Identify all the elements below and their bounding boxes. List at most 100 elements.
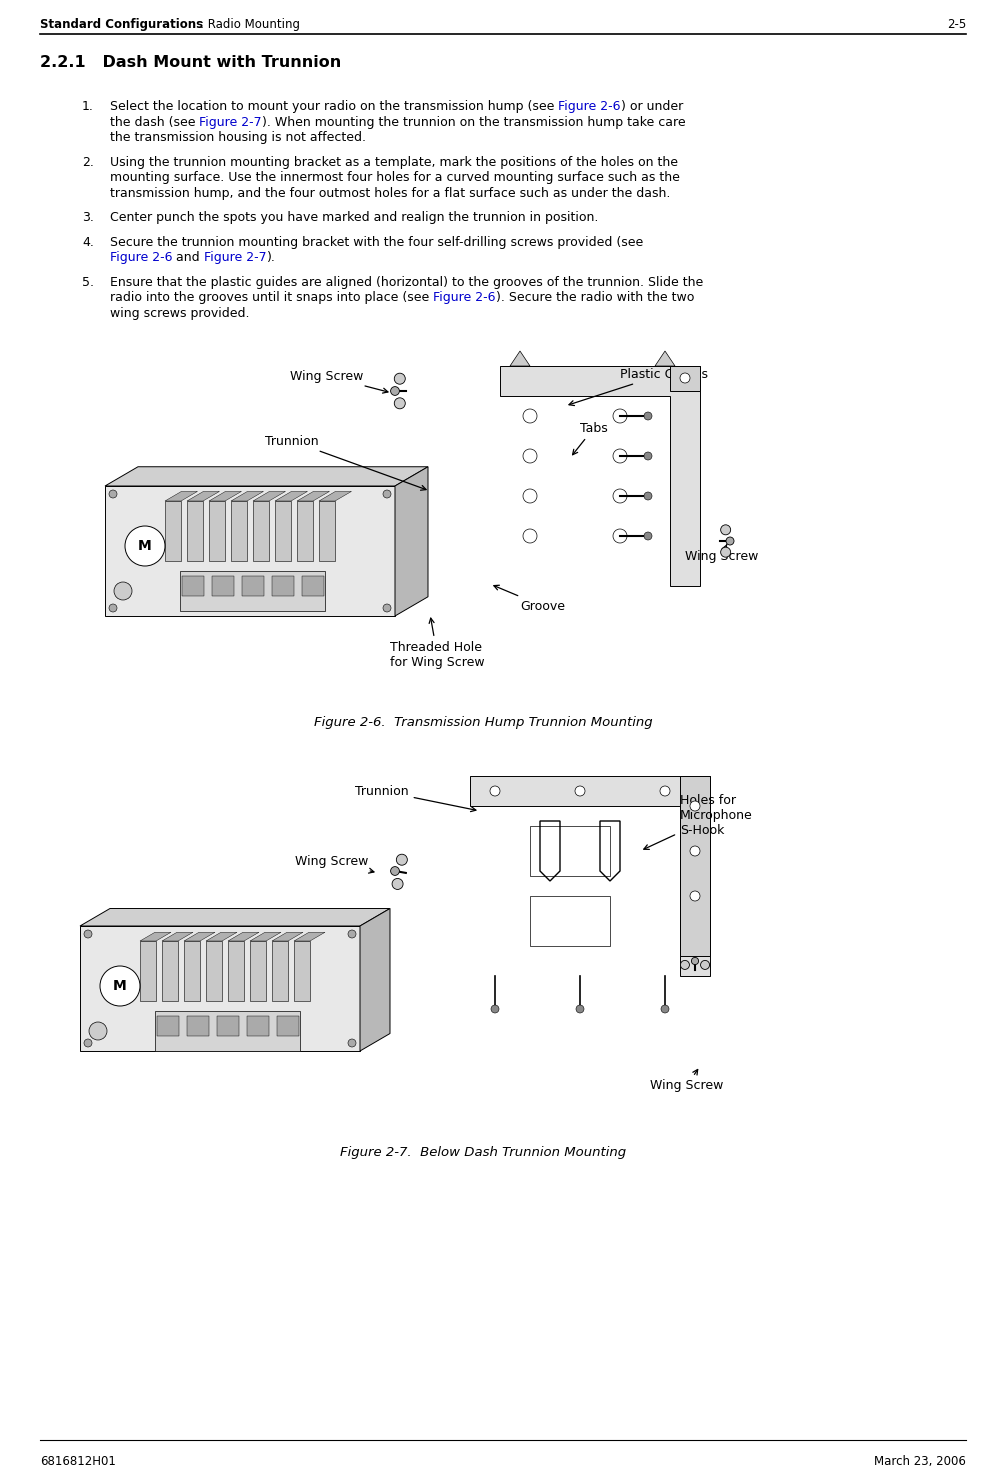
Circle shape bbox=[644, 412, 652, 421]
Polygon shape bbox=[180, 571, 325, 610]
Text: the dash (see: the dash (see bbox=[110, 116, 199, 128]
Circle shape bbox=[523, 449, 537, 463]
Circle shape bbox=[348, 930, 356, 938]
Text: Figure 2-7: Figure 2-7 bbox=[199, 116, 263, 128]
Circle shape bbox=[680, 961, 689, 969]
Circle shape bbox=[576, 1005, 584, 1014]
Polygon shape bbox=[187, 1016, 209, 1036]
Circle shape bbox=[660, 786, 670, 796]
Polygon shape bbox=[140, 941, 156, 1000]
Polygon shape bbox=[162, 933, 193, 941]
Polygon shape bbox=[253, 502, 269, 560]
Text: 2.2.1   Dash Mount with Trunnion: 2.2.1 Dash Mount with Trunnion bbox=[40, 54, 341, 71]
Polygon shape bbox=[228, 933, 259, 941]
Polygon shape bbox=[655, 352, 675, 366]
Circle shape bbox=[690, 891, 700, 902]
Circle shape bbox=[720, 547, 730, 558]
Circle shape bbox=[83, 1039, 92, 1047]
Circle shape bbox=[575, 786, 585, 796]
Text: Plastic Guides: Plastic Guides bbox=[569, 368, 708, 406]
Polygon shape bbox=[297, 502, 313, 560]
Text: Groove: Groove bbox=[494, 585, 565, 612]
Text: Standard Configurations: Standard Configurations bbox=[40, 18, 203, 31]
Polygon shape bbox=[510, 352, 530, 366]
Text: 1.: 1. bbox=[82, 100, 94, 113]
Text: transmission hump, and the four outmost holes for a flat surface such as under t: transmission hump, and the four outmost … bbox=[110, 187, 670, 200]
Polygon shape bbox=[500, 366, 700, 585]
Circle shape bbox=[83, 930, 92, 938]
Circle shape bbox=[390, 866, 399, 875]
Polygon shape bbox=[206, 941, 222, 1000]
Polygon shape bbox=[231, 502, 247, 560]
Circle shape bbox=[523, 530, 537, 543]
Circle shape bbox=[383, 490, 391, 499]
Polygon shape bbox=[253, 491, 286, 502]
Text: and: and bbox=[172, 252, 204, 263]
Circle shape bbox=[613, 449, 627, 463]
Text: M: M bbox=[113, 980, 127, 993]
Polygon shape bbox=[680, 777, 710, 956]
Circle shape bbox=[691, 958, 698, 965]
Text: Figure 2-6: Figure 2-6 bbox=[434, 291, 496, 304]
Polygon shape bbox=[247, 1016, 269, 1036]
Polygon shape bbox=[80, 927, 360, 1050]
Circle shape bbox=[523, 488, 537, 503]
Polygon shape bbox=[272, 941, 288, 1000]
Polygon shape bbox=[395, 466, 428, 616]
Text: Ensure that the plastic guides are aligned (horizontal) to the grooves of the tr: Ensure that the plastic guides are align… bbox=[110, 275, 703, 288]
Circle shape bbox=[396, 855, 407, 865]
Circle shape bbox=[523, 409, 537, 424]
Polygon shape bbox=[184, 933, 215, 941]
Polygon shape bbox=[184, 941, 200, 1000]
Polygon shape bbox=[187, 502, 203, 560]
Text: : Radio Mounting: : Radio Mounting bbox=[200, 18, 300, 31]
Polygon shape bbox=[228, 941, 244, 1000]
Polygon shape bbox=[182, 577, 204, 596]
Circle shape bbox=[394, 397, 405, 409]
Text: Figure 2-6.  Transmission Hump Trunnion Mounting: Figure 2-6. Transmission Hump Trunnion M… bbox=[314, 716, 652, 730]
Text: 4.: 4. bbox=[82, 235, 94, 249]
Circle shape bbox=[690, 846, 700, 856]
Polygon shape bbox=[272, 933, 303, 941]
Circle shape bbox=[100, 966, 140, 1006]
Text: ). When mounting the trunnion on the transmission hump take care: ). When mounting the trunnion on the tra… bbox=[263, 116, 686, 128]
Circle shape bbox=[644, 452, 652, 460]
Circle shape bbox=[394, 374, 405, 384]
Text: Figure 2-7.  Below Dash Trunnion Mounting: Figure 2-7. Below Dash Trunnion Mounting bbox=[340, 1146, 626, 1159]
Polygon shape bbox=[242, 577, 264, 596]
Text: Figure 2-6: Figure 2-6 bbox=[558, 100, 621, 113]
Polygon shape bbox=[530, 827, 610, 877]
Polygon shape bbox=[165, 491, 197, 502]
Polygon shape bbox=[140, 933, 171, 941]
Polygon shape bbox=[275, 491, 308, 502]
Circle shape bbox=[700, 961, 709, 969]
Polygon shape bbox=[155, 1011, 300, 1050]
Circle shape bbox=[690, 802, 700, 811]
Polygon shape bbox=[212, 577, 234, 596]
Text: 3.: 3. bbox=[82, 210, 94, 224]
Polygon shape bbox=[294, 933, 325, 941]
Circle shape bbox=[390, 387, 399, 396]
Text: Figure 2-6: Figure 2-6 bbox=[110, 252, 172, 263]
Polygon shape bbox=[294, 941, 310, 1000]
Polygon shape bbox=[275, 502, 291, 560]
Text: 6816812H01: 6816812H01 bbox=[40, 1455, 116, 1468]
Polygon shape bbox=[302, 577, 324, 596]
Circle shape bbox=[613, 488, 627, 503]
Polygon shape bbox=[319, 491, 351, 502]
Text: March 23, 2006: March 23, 2006 bbox=[874, 1455, 966, 1468]
Polygon shape bbox=[209, 491, 241, 502]
Circle shape bbox=[348, 1039, 356, 1047]
Polygon shape bbox=[530, 896, 610, 946]
Circle shape bbox=[613, 530, 627, 543]
Text: ).: ). bbox=[267, 252, 276, 263]
Text: mounting surface. Use the innermost four holes for a curved mounting surface suc: mounting surface. Use the innermost four… bbox=[110, 171, 680, 184]
Text: the transmission housing is not affected.: the transmission housing is not affected… bbox=[110, 131, 366, 144]
Text: Tabs: Tabs bbox=[572, 422, 608, 455]
Text: 2-5: 2-5 bbox=[947, 18, 966, 31]
Text: wing screws provided.: wing screws provided. bbox=[110, 306, 249, 319]
Circle shape bbox=[490, 786, 500, 796]
Text: Wing Screw: Wing Screw bbox=[295, 855, 374, 874]
Circle shape bbox=[661, 1005, 669, 1014]
Polygon shape bbox=[277, 1016, 299, 1036]
